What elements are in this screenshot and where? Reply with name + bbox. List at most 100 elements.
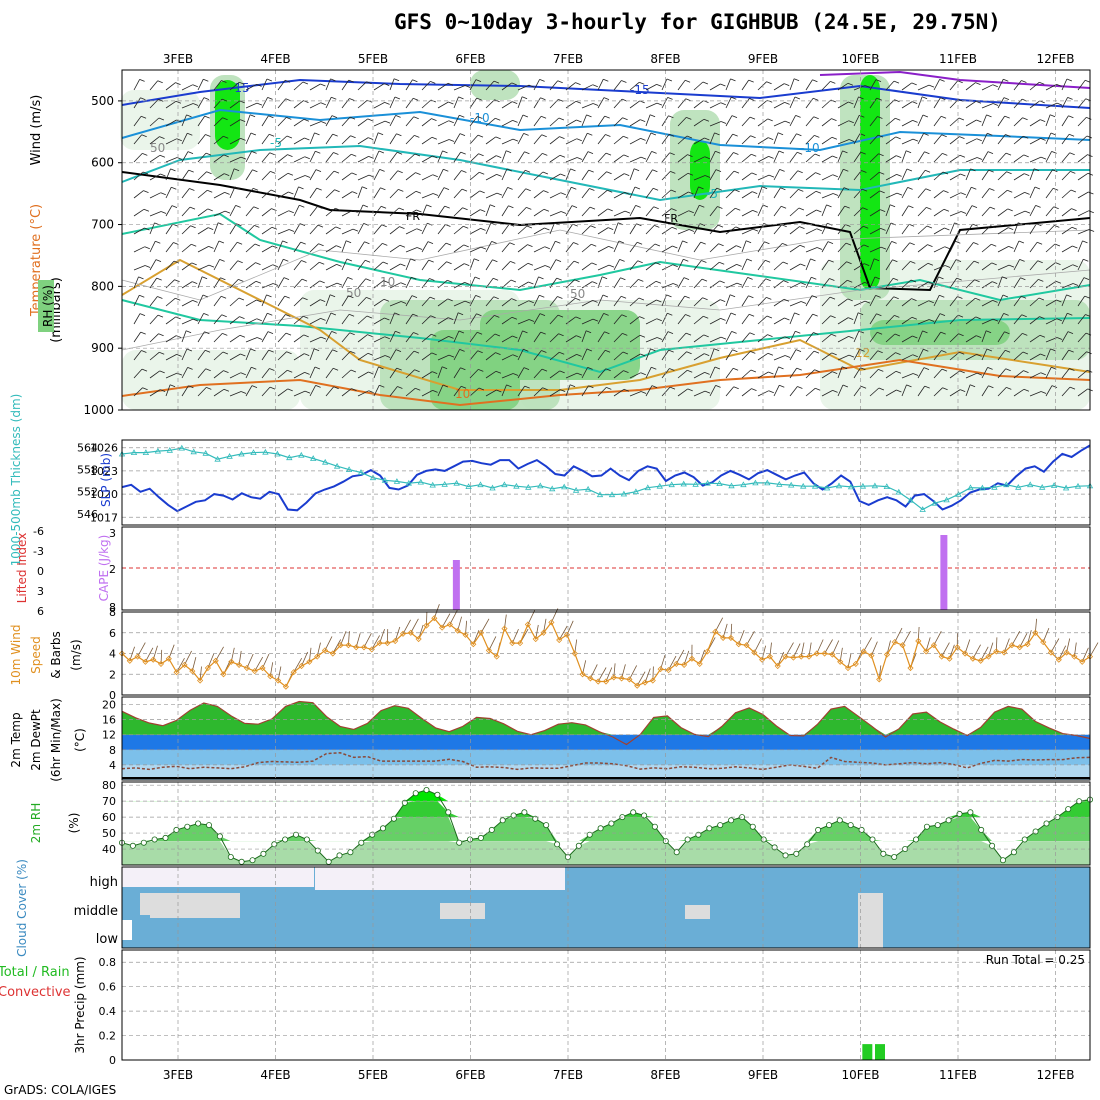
rh2m-marker — [151, 836, 158, 843]
wind-barb-flag — [768, 137, 774, 140]
wind-barb — [709, 299, 721, 307]
wind-barb-flag — [447, 82, 454, 86]
thickness-marker — [525, 483, 532, 490]
wind-barb — [341, 369, 352, 379]
wind-barb-flag — [559, 370, 565, 374]
wind-barb-flag — [768, 390, 774, 394]
wind-barb — [581, 348, 588, 361]
wind-barb-flag — [558, 117, 565, 121]
wind-barb-flag — [400, 263, 406, 267]
wind-barb-flag — [473, 258, 480, 262]
wind-barb-flag — [778, 150, 785, 154]
wind-barb-flag — [509, 242, 515, 246]
wind-barb-flag — [571, 186, 577, 190]
wind-barb — [165, 372, 178, 379]
wind-barb-flag — [1022, 117, 1028, 121]
wind-barb — [757, 186, 763, 199]
wind-barb-flag — [400, 301, 407, 304]
wind-barb-flag — [1068, 349, 1074, 353]
wind-barb — [181, 114, 187, 127]
wind-barb-flag — [877, 116, 883, 119]
wind-barb-flag — [784, 317, 790, 321]
wind-barb-flag — [912, 101, 918, 104]
wind-barb — [405, 98, 414, 109]
wind-barb — [357, 390, 369, 397]
wind-barb-flag — [880, 209, 886, 212]
wind-barb-flag — [591, 243, 597, 247]
wind-barb — [373, 83, 385, 91]
wind-barb-flag — [896, 192, 903, 196]
wind-barb-flag — [784, 336, 790, 340]
wind-barb — [869, 246, 882, 253]
wind-barb-flag — [895, 117, 901, 121]
wind-barb — [533, 246, 545, 253]
wind10m-barb — [215, 646, 224, 661]
y-tick-label: 0 — [109, 689, 116, 702]
wind-barb-flag — [704, 372, 710, 375]
wind-barb-flag — [992, 281, 998, 284]
rh2m-marker — [1000, 857, 1007, 864]
wind-barb-flag — [877, 134, 884, 138]
wind-barb — [133, 313, 141, 325]
wind-barb — [613, 333, 623, 343]
wind-barb-flag — [1023, 388, 1030, 392]
wind-barb-flag — [186, 114, 192, 118]
wind-barb-flag — [1039, 334, 1046, 338]
wind10m-marker — [290, 669, 297, 676]
wind-barb-flag — [446, 261, 452, 265]
y-axis-label-temp2m: 2m Temp — [9, 712, 23, 767]
y-tick-label-thickness: 552 — [77, 486, 98, 499]
wind-barb — [1029, 391, 1042, 397]
wind-barb — [597, 227, 609, 235]
wind10m-marker — [735, 641, 742, 648]
wind-barb-flag — [491, 241, 497, 244]
wind-barb — [613, 117, 623, 127]
wind-barb-flag — [507, 187, 513, 190]
wind-barb — [949, 314, 959, 325]
wind-barb-flag — [619, 259, 625, 262]
wind-barb-flag — [733, 386, 739, 390]
wind-barb-flag — [576, 138, 582, 142]
wind-barb-flag — [463, 244, 469, 248]
wind10m-marker — [532, 635, 539, 643]
y-tick-label-slp: 1026 — [90, 442, 118, 455]
wind-barb — [389, 133, 397, 145]
wind-barb-flag — [876, 331, 883, 335]
wind-barb-flag — [907, 187, 913, 190]
wind-barb-flag — [219, 259, 225, 262]
wind-barb-flag — [1070, 189, 1077, 193]
wind-barb — [149, 117, 160, 127]
wind-barb — [837, 101, 849, 109]
wind-barb-flag — [399, 226, 405, 229]
rh2m-marker — [379, 825, 386, 832]
rh2m-marker — [521, 809, 528, 816]
wind-barb-flag — [336, 282, 343, 286]
wind10m-marker — [1016, 644, 1023, 651]
y-axis-label-wind: Wind (m/s) — [29, 95, 44, 166]
wind-barb — [901, 101, 913, 109]
wind-barb-flag — [159, 154, 166, 158]
thickness-marker — [561, 483, 568, 490]
wind-barb-flag — [592, 103, 599, 106]
wind-barb-flag — [928, 300, 934, 304]
wind-barb — [389, 170, 399, 181]
wind-barb — [581, 84, 593, 91]
wind-barb — [453, 115, 460, 127]
wind-barb — [421, 241, 429, 253]
wind-barb — [165, 260, 175, 271]
wind-barb-flag — [688, 191, 694, 195]
wind10m-marker — [470, 641, 477, 648]
wind-barb — [677, 191, 689, 199]
wind10m-marker — [821, 650, 828, 657]
wind-barb — [933, 227, 945, 235]
cape-bar — [452, 560, 460, 610]
wind-barb — [853, 96, 859, 109]
wind10m-marker — [501, 625, 508, 632]
wind-barb — [213, 296, 222, 307]
wind-barb-flag — [255, 280, 262, 284]
thickness-marker — [393, 478, 401, 484]
contour-label: 10 — [455, 387, 470, 401]
wind-barb-flag — [362, 204, 369, 208]
wind-barb — [357, 278, 367, 289]
wind-barb-flag — [816, 247, 823, 250]
